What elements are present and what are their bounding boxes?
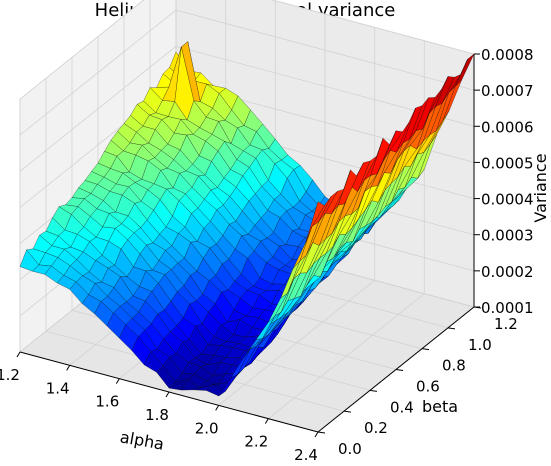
z-tick-label: 0.0003 <box>481 227 534 245</box>
x-tick-label: 1.8 <box>145 406 169 424</box>
x-tick-mark <box>314 431 319 438</box>
y-tick-mark <box>421 348 430 351</box>
x-tick-label: 1.6 <box>95 393 119 411</box>
x-tick-label: 1.4 <box>46 379 70 397</box>
y-tick-mark <box>343 410 352 413</box>
y-tick-label: 0.2 <box>364 419 388 437</box>
z-grid-line <box>19 45 475 172</box>
z-tick-label: 0.0005 <box>481 154 534 172</box>
surface-facet <box>305 201 325 243</box>
y-tick-mark <box>447 327 456 330</box>
y-tick-label: 1.2 <box>494 315 518 333</box>
axes: 1.21.41.61.82.02.22.4 0.00.20.40.60.81.01… <box>0 46 534 464</box>
z-tick-label: 0.0004 <box>481 191 534 209</box>
z-tick-label: 0.0001 <box>481 299 534 317</box>
x-axis-label: alpha <box>119 427 166 453</box>
y-tick-label: 0.8 <box>442 357 466 375</box>
y-tick-label: 0.4 <box>390 398 414 416</box>
z-axis-label: Variance <box>531 153 550 222</box>
x-tick-label: 1.2 <box>0 366 20 384</box>
x-tick-mark <box>115 378 120 384</box>
y-tick-label: 0.0 <box>338 440 362 458</box>
y-tick-mark <box>369 389 378 392</box>
y-tick-label: 1.0 <box>468 336 492 354</box>
x-tick-mark <box>264 418 269 424</box>
y-tick-mark <box>395 369 404 371</box>
x-tick-mark <box>165 391 170 398</box>
z-tick-label: 0.0006 <box>481 118 534 136</box>
x-tick-mark <box>16 351 21 358</box>
x-tick-label: 2.4 <box>294 446 318 464</box>
z-grid-line <box>19 0 475 100</box>
x-tick-label: 2.2 <box>244 433 268 451</box>
y-tick-label: 0.6 <box>416 378 440 396</box>
z-tick-label: 0.0007 <box>481 82 534 100</box>
y-axis-label: beta <box>422 397 458 416</box>
y-tick-mark <box>317 431 326 434</box>
variance-surface <box>19 41 475 397</box>
x-tick-mark <box>215 405 220 411</box>
x-tick-mark <box>66 365 71 371</box>
z-tick-label: 0.0008 <box>481 46 534 64</box>
z-tick-label: 0.0002 <box>481 263 534 281</box>
x-tick-label: 2.0 <box>195 419 219 437</box>
z-grid-line <box>19 9 475 136</box>
